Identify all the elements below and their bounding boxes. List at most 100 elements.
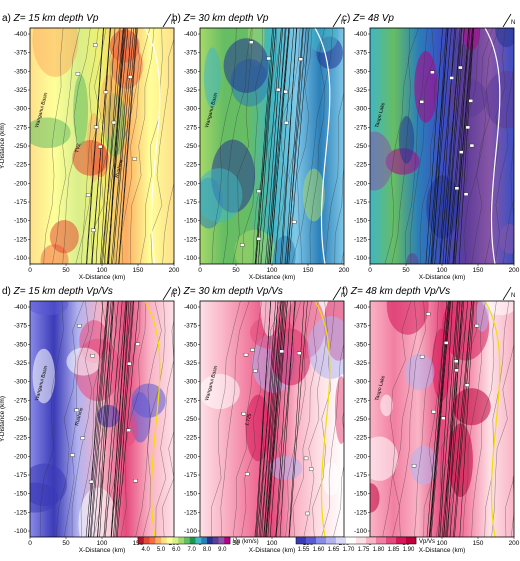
colorbar-tick-label: 1.55: [298, 547, 310, 553]
y-tick-label: -300: [184, 379, 197, 386]
y-tick-label: -300: [14, 106, 27, 113]
station-marker: [284, 90, 288, 93]
y-tick-label: -225: [184, 162, 197, 169]
anomaly-blob: [73, 75, 88, 147]
y-tick-label: -250: [14, 416, 27, 423]
x-tick-label: 200: [169, 267, 180, 274]
station-marker: [249, 41, 253, 44]
station-marker: [441, 417, 445, 420]
station-marker: [245, 473, 249, 476]
colorbar-swatch: [346, 537, 356, 544]
station-marker: [455, 187, 459, 190]
colorbar-swatch: [219, 537, 225, 544]
colorbar-swatch: [178, 537, 184, 544]
y-tick-label: -375: [14, 323, 27, 330]
north-arrow-icon: [163, 14, 171, 27]
x-axis-label: X-Distance (km): [79, 274, 126, 281]
station-marker: [128, 75, 132, 78]
station-marker: [454, 360, 458, 363]
colorbar-tick-label: 5.0: [157, 547, 166, 553]
y-tick-label: -275: [354, 397, 367, 404]
colorbar-swatch: [144, 537, 150, 544]
y-tick-label: -400: [354, 304, 367, 311]
y-tick-label: -150: [14, 218, 27, 225]
panel-z-prefix: Z=: [350, 286, 366, 297]
x-tick-label: 150: [473, 267, 484, 274]
colorbar-swatch: [326, 537, 336, 544]
colorbar-swatch: [386, 537, 396, 544]
y-tick-label: -350: [14, 341, 27, 348]
x-tick-label: 100: [437, 540, 448, 547]
station-marker: [94, 126, 98, 129]
station-marker: [297, 352, 301, 355]
colorbar-swatch: [196, 537, 202, 544]
x-tick-label: 200: [509, 540, 520, 547]
colorbar-swatch: [190, 537, 196, 544]
station-marker: [104, 91, 108, 94]
y-tick-label: -250: [354, 143, 367, 150]
colorbar-swatch: [356, 537, 366, 544]
x-tick-label: 0: [28, 540, 32, 547]
x-tick-label: 100: [267, 267, 278, 274]
station-marker: [304, 457, 308, 460]
station-marker: [244, 353, 248, 356]
x-tick-label: 200: [339, 267, 350, 274]
y-axis-label: Y-Distance (km): [0, 396, 6, 442]
anomaly-blob: [66, 348, 100, 376]
station-marker: [70, 454, 74, 457]
y-tick-label: -350: [184, 68, 197, 75]
colorbar-swatch: [138, 537, 144, 544]
station-marker: [127, 362, 131, 365]
y-tick-label: -150: [184, 218, 197, 225]
station-marker: [257, 237, 261, 240]
y-tick-label: -150: [354, 491, 367, 498]
station-marker: [426, 313, 430, 316]
colorbar-swatch: [406, 537, 416, 544]
colorbar-swatch: [376, 537, 386, 544]
colorbar-swatch: [201, 537, 207, 544]
panel-title: b) Z= 30 km depth Vp: [172, 13, 269, 24]
panel-label: b): [172, 13, 184, 24]
anomaly-blob: [196, 168, 243, 222]
station-marker: [133, 157, 137, 160]
y-tick-label: -300: [354, 106, 367, 113]
station-marker: [444, 341, 448, 344]
y-tick-label: -300: [354, 379, 367, 386]
anomaly-blob: [322, 462, 339, 496]
x-axis-label: X-Distance (km): [249, 547, 296, 554]
y-tick-label: -175: [14, 472, 27, 479]
station-marker: [459, 151, 463, 154]
y-tick-label: -225: [14, 435, 27, 442]
anomaly-blob: [463, 12, 480, 50]
colorbar-swatch: [336, 537, 346, 544]
panel-quantity: Vp: [256, 13, 269, 24]
station-marker: [465, 384, 469, 387]
y-tick-label: -175: [184, 472, 197, 479]
station-marker: [136, 343, 140, 346]
y-tick-label: -200: [14, 180, 27, 187]
y-tick-label: -100: [14, 255, 27, 262]
y-tick-label: -375: [184, 50, 197, 57]
station-marker: [112, 121, 116, 124]
panel-label: a): [2, 13, 14, 24]
anomaly-blob: [24, 118, 70, 149]
y-tick-label: -350: [354, 68, 367, 75]
station-marker: [305, 512, 309, 515]
station-marker: [133, 479, 137, 482]
station-marker: [430, 71, 434, 74]
panel-label: e): [172, 286, 184, 297]
colorbar-tick-label: 1.80: [373, 547, 385, 553]
y-tick-label: -100: [14, 528, 27, 535]
x-tick-label: 200: [509, 267, 520, 274]
anomaly-blob: [499, 224, 519, 254]
station-marker: [464, 193, 468, 196]
y-tick-label: -125: [354, 236, 367, 243]
y-tick-label: -350: [14, 68, 27, 75]
y-tick-label: -300: [14, 379, 27, 386]
panel-quantity: Vp/Vs: [423, 286, 450, 297]
y-tick-label: -225: [354, 435, 367, 442]
colorbar-tick-label: 1.65: [328, 547, 340, 553]
y-tick-label: -125: [14, 236, 27, 243]
panel-z-prefix: Z=: [183, 286, 199, 297]
